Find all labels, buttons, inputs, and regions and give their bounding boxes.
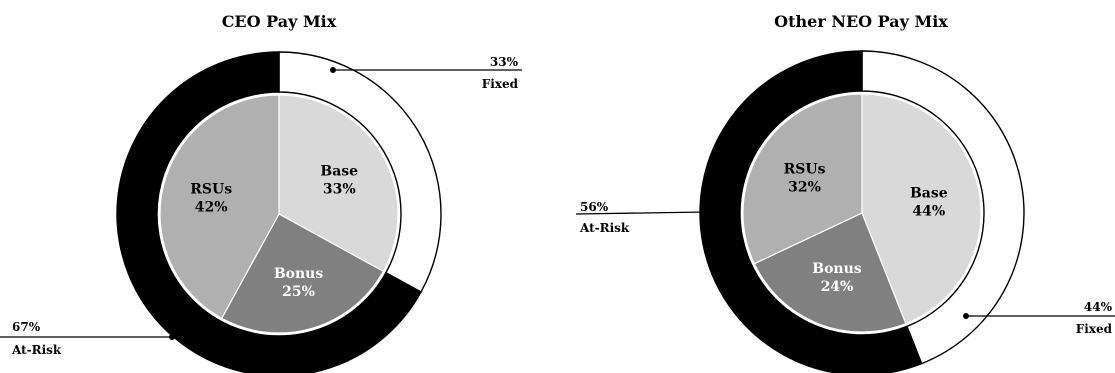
slice-value-bonus: 24% bbox=[821, 279, 854, 295]
callout-label-fixed: Fixed bbox=[1076, 322, 1113, 336]
slice-label-rsus: RSUs bbox=[190, 182, 232, 198]
callout-dot-fixed bbox=[963, 313, 969, 319]
outer-slice-at-risk bbox=[699, 50, 923, 373]
inner-slice-rsus bbox=[159, 94, 280, 320]
inner-slice-bonus bbox=[753, 212, 907, 333]
chart-2-other-neo-pay-mix: Other NEO Pay Mix Base 44% Bonus 24% RSUs 32% 4… bbox=[575, 12, 1115, 373]
slice-value-base: 33% bbox=[323, 181, 356, 197]
callout-dot-at-risk bbox=[703, 209, 709, 215]
slice-value-base: 44% bbox=[912, 203, 945, 219]
callout-dot-fixed bbox=[330, 67, 336, 73]
chart-1-ceo-pay-mix: CEO Pay Mix Base 33% Bonus 25% RSUs 42% 33% Fixe… bbox=[0, 12, 522, 373]
slice-label-base: Base bbox=[910, 185, 948, 201]
slice-value-bonus: 25% bbox=[282, 284, 315, 300]
callout-label-at-risk: At-Risk bbox=[579, 221, 630, 235]
inner-slice-bonus bbox=[220, 213, 385, 334]
callout-label-at-risk: At-Risk bbox=[11, 343, 62, 357]
callout-label-fixed: Fixed bbox=[482, 77, 519, 91]
callout-value-at-risk: 56% bbox=[580, 200, 609, 214]
chart-title: CEO Pay Mix bbox=[222, 12, 337, 31]
outer-slice-at-risk bbox=[116, 51, 422, 373]
slice-label-base: Base bbox=[320, 163, 358, 179]
inner-slice-rsus bbox=[742, 93, 863, 265]
inner-slice-base bbox=[861, 93, 982, 325]
slice-label-bonus: Bonus bbox=[812, 261, 862, 277]
slice-label-bonus: Bonus bbox=[274, 266, 324, 282]
callout-value-fixed: 33% bbox=[490, 55, 519, 69]
callout-value-at-risk: 67% bbox=[12, 320, 41, 334]
slice-value-rsus: 32% bbox=[788, 180, 821, 196]
inner-slice-base bbox=[278, 94, 399, 273]
slice-label-rsus: RSUs bbox=[784, 162, 826, 178]
chart-title: Other NEO Pay Mix bbox=[774, 12, 948, 31]
callout-dot-at-risk bbox=[169, 334, 175, 340]
outer-slice-fixed bbox=[861, 50, 1025, 365]
callout-value-fixed: 44% bbox=[1084, 300, 1113, 314]
slice-value-rsus: 42% bbox=[195, 200, 228, 216]
callout-line-at-risk bbox=[575, 211, 707, 215]
